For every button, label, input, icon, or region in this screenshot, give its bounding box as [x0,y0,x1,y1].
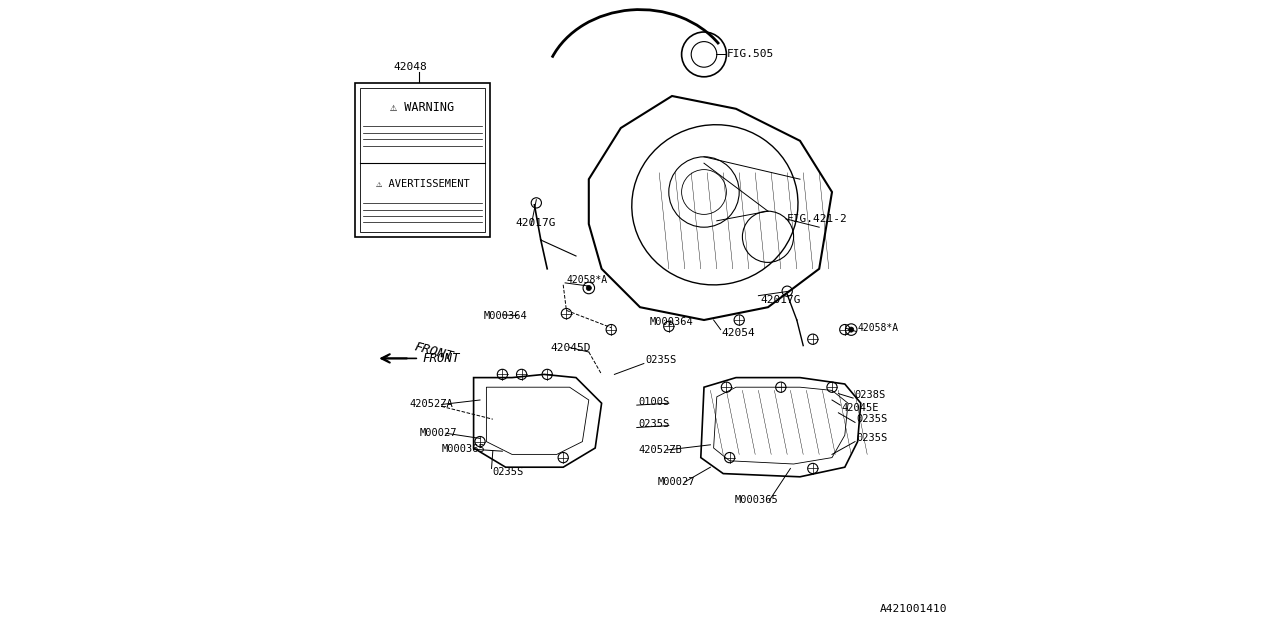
Text: M000365: M000365 [442,444,485,454]
Text: M000364: M000364 [650,317,694,327]
Text: FIG.505: FIG.505 [727,49,773,59]
Text: 42045D: 42045D [550,342,591,353]
Text: 42017G: 42017G [760,294,801,305]
Text: M000364: M000364 [484,310,527,321]
Text: ⚠ AVERTISSEMENT: ⚠ AVERTISSEMENT [375,179,470,189]
Text: ⚠ WARNING: ⚠ WARNING [390,100,454,114]
Text: 0235S: 0235S [856,433,887,444]
Text: A421001410: A421001410 [879,604,947,614]
Text: 42054: 42054 [722,328,755,338]
Text: 42058*A: 42058*A [858,323,899,333]
Text: 0235S: 0235S [645,355,676,365]
Text: M000365: M000365 [735,495,778,506]
Text: 0235S: 0235S [493,467,524,477]
Text: M00027: M00027 [658,477,695,487]
Text: 42045E: 42045E [842,403,879,413]
Text: 42048: 42048 [394,62,428,72]
Text: FRONT: FRONT [422,352,460,365]
Text: 42052ZA: 42052ZA [410,399,453,410]
Text: 42058*A: 42058*A [566,275,608,285]
Circle shape [849,327,854,332]
Text: 0235S: 0235S [856,414,887,424]
Text: 0235S: 0235S [637,419,669,429]
Text: 42017G: 42017G [516,218,556,228]
Text: 0238S: 0238S [855,390,886,400]
Circle shape [586,285,591,291]
Text: M00027: M00027 [420,428,457,438]
Text: 0100S: 0100S [637,397,669,407]
Text: FIG.421-2: FIG.421-2 [787,214,847,224]
Text: FRONT: FRONT [412,340,454,364]
Text: 42052ZB: 42052ZB [637,445,682,455]
